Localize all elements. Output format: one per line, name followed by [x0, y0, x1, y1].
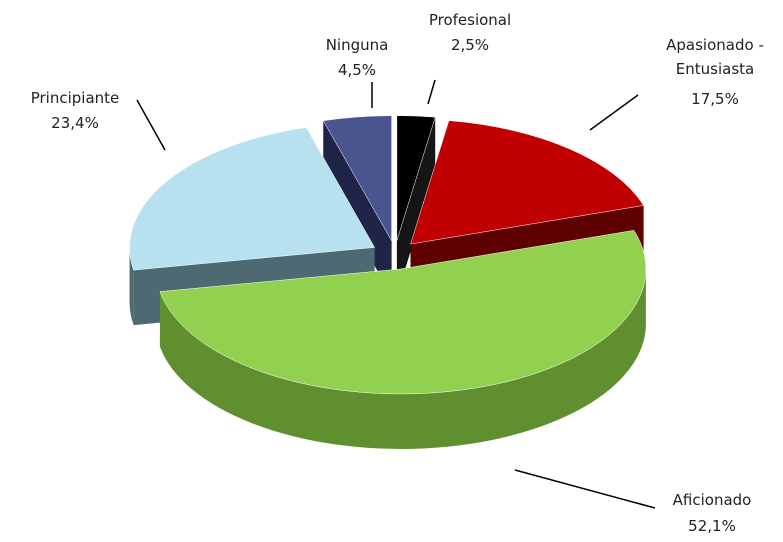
leader-line — [427, 79, 436, 105]
value-label: 4,5% — [337, 61, 377, 79]
slice-top — [322, 115, 392, 242]
slice-rim — [129, 247, 134, 326]
slice-top — [410, 120, 645, 245]
leader-line — [136, 99, 166, 151]
category-label: Principiante — [30, 89, 120, 107]
leader-line — [514, 469, 656, 509]
category-label: Aficionado — [672, 491, 752, 509]
category-label: Profesional — [428, 11, 512, 29]
slice — [396, 115, 436, 296]
leader-line — [589, 94, 639, 131]
value-label: 23,4% — [51, 114, 99, 132]
slice-rim — [159, 268, 646, 449]
slice-wall — [396, 117, 436, 296]
slice-top — [396, 115, 436, 241]
slice-top — [159, 230, 647, 395]
value-label: 52,1% — [688, 517, 736, 535]
category-label: Apasionado - Entusiasta — [666, 36, 764, 78]
slice — [159, 230, 647, 449]
category-label: Ninguna — [325, 36, 389, 54]
slice-top — [129, 127, 375, 271]
value-label: 17,5% — [691, 90, 739, 108]
value-label: 2,5% — [450, 36, 490, 54]
